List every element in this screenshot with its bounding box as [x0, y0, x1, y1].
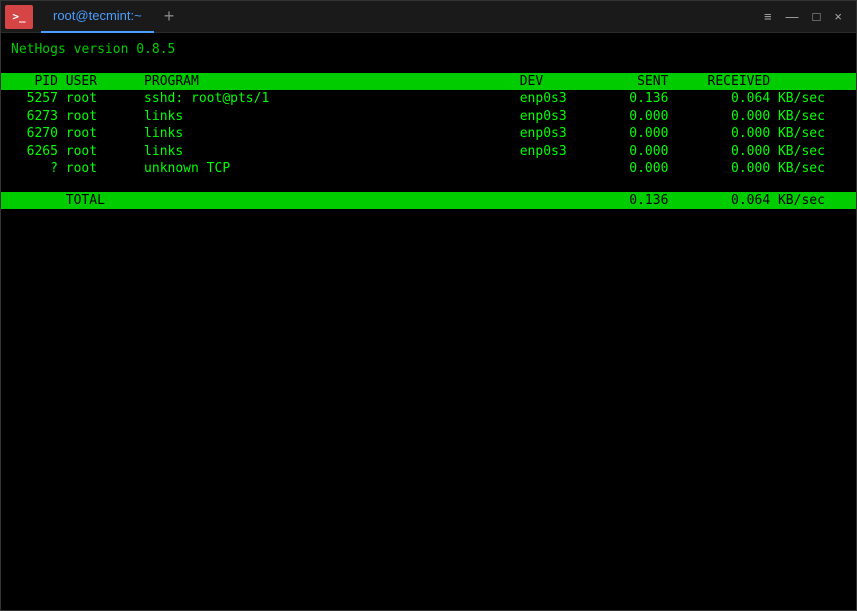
cell-sent: 0.136 [590, 90, 668, 108]
cell-dev: enp0s3 [520, 125, 590, 143]
total-label: TOTAL [66, 192, 144, 210]
table-row: ? rootunknown TCP0.0000.000KB/sec [11, 160, 846, 178]
cell-pid: ? [11, 160, 58, 178]
cell-unit: KB/sec [770, 160, 825, 178]
table-row: 5257 rootsshd: root@pts/1enp0s30.1360.06… [11, 90, 846, 108]
terminal-app-icon: >_ [5, 5, 33, 29]
table-row: 6265 rootlinksenp0s30.0000.000KB/sec [11, 143, 846, 161]
close-button[interactable]: × [834, 9, 842, 24]
total-row: TOTAL 0.1360.064KB/sec [1, 192, 856, 210]
menu-icon[interactable]: ≡ [764, 9, 772, 24]
header-received: RECEIVED [668, 73, 770, 91]
maximize-button[interactable]: □ [813, 9, 821, 24]
terminal-output: NetHogs version 0.8.5 PID USERPROGRAMDEV… [1, 33, 856, 217]
header-user: USER [66, 73, 144, 91]
cell-pid: 6270 [11, 125, 58, 143]
terminal-tab[interactable]: root@tecmint:~ [41, 1, 154, 33]
cell-user: root [66, 108, 144, 126]
cell-received: 0.000 [668, 125, 770, 143]
cell-received: 0.064 [668, 90, 770, 108]
cell-program: sshd: root@pts/1 [144, 90, 520, 108]
cell-pid: 6273 [11, 108, 58, 126]
titlebar: >_ root@tecmint:~ + ≡ — □ × [1, 1, 856, 33]
cell-user: root [66, 143, 144, 161]
cell-received: 0.000 [668, 160, 770, 178]
cell-sent: 0.000 [590, 108, 668, 126]
total-unit: KB/sec [770, 192, 825, 210]
header-program: PROGRAM [144, 73, 520, 91]
cell-sent: 0.000 [590, 160, 668, 178]
cell-program: links [144, 108, 520, 126]
header-sent: SENT [590, 73, 668, 91]
cell-unit: KB/sec [770, 90, 825, 108]
minimize-button[interactable]: — [786, 9, 799, 24]
header-dev: DEV [520, 73, 590, 91]
cell-unit: KB/sec [770, 108, 825, 126]
cell-sent: 0.000 [590, 125, 668, 143]
window-controls: ≡ — □ × [764, 9, 852, 24]
cell-received: 0.000 [668, 108, 770, 126]
cell-program: unknown TCP [144, 160, 520, 178]
nethogs-version: NetHogs version 0.8.5 [11, 41, 846, 59]
process-list: 5257 rootsshd: root@pts/1enp0s30.1360.06… [11, 90, 846, 178]
cell-pid: 5257 [11, 90, 58, 108]
cell-user: root [66, 160, 144, 178]
table-row: 6270 rootlinksenp0s30.0000.000KB/sec [11, 125, 846, 143]
table-header: PID USERPROGRAMDEVSENTRECEIVED [1, 73, 856, 91]
cell-sent: 0.000 [590, 143, 668, 161]
total-sent: 0.136 [590, 192, 668, 210]
new-tab-button[interactable]: + [154, 6, 185, 27]
tab-area: root@tecmint:~ + [41, 1, 764, 33]
cell-pid: 6265 [11, 143, 58, 161]
table-row: 6273 rootlinksenp0s30.0000.000KB/sec [11, 108, 846, 126]
cell-program: links [144, 143, 520, 161]
cell-unit: KB/sec [770, 143, 825, 161]
header-pid: PID [11, 73, 58, 91]
cell-dev: enp0s3 [520, 143, 590, 161]
cell-unit: KB/sec [770, 125, 825, 143]
total-received: 0.064 [668, 192, 770, 210]
cell-user: root [66, 125, 144, 143]
cell-user: root [66, 90, 144, 108]
cell-received: 0.000 [668, 143, 770, 161]
cell-dev: enp0s3 [520, 90, 590, 108]
cell-program: links [144, 125, 520, 143]
cell-dev: enp0s3 [520, 108, 590, 126]
